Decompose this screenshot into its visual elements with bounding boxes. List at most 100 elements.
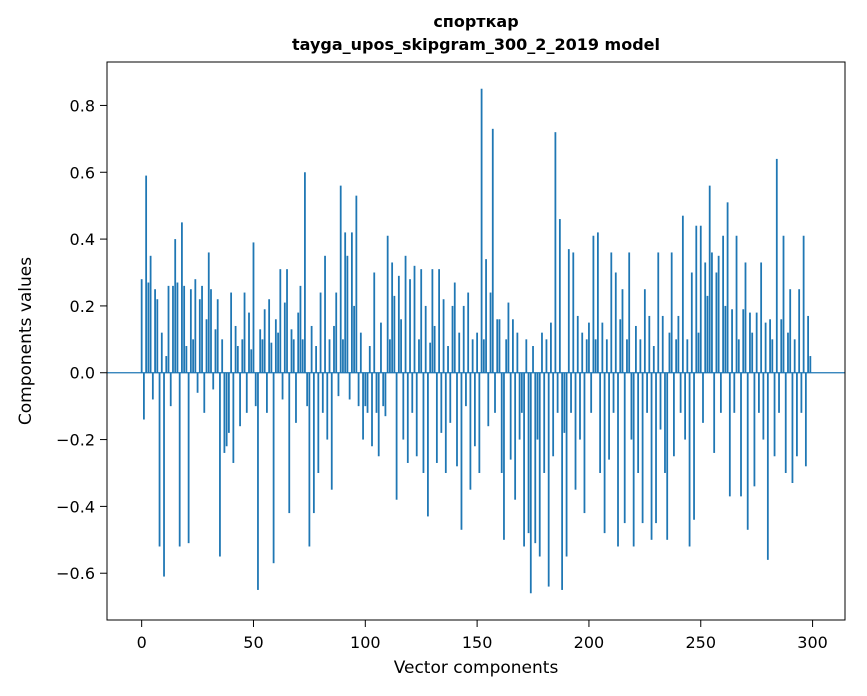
bar	[719, 372, 722, 413]
bar	[400, 319, 402, 373]
bar	[440, 372, 443, 433]
bar	[377, 372, 380, 457]
bar	[321, 372, 324, 413]
bar	[686, 339, 689, 373]
bar	[427, 372, 429, 517]
bar	[404, 255, 407, 373]
y-tick-label: 0.6	[70, 163, 95, 182]
bar	[241, 339, 244, 373]
bar	[690, 272, 693, 373]
bar	[614, 272, 617, 373]
bar	[149, 255, 152, 373]
bar	[509, 372, 512, 460]
bar	[661, 315, 664, 373]
bar	[507, 302, 510, 373]
x-tick-label: 0	[137, 633, 147, 652]
bar	[688, 372, 691, 547]
bar	[257, 372, 259, 590]
bar	[592, 235, 595, 373]
bar	[558, 219, 561, 373]
bar	[471, 339, 474, 373]
bar	[619, 319, 622, 373]
bar	[252, 242, 255, 373]
bar	[621, 289, 624, 373]
bar	[681, 215, 684, 373]
y-tick-label: −0.6	[56, 564, 95, 583]
bar	[187, 372, 190, 544]
bar	[160, 332, 163, 373]
bar	[373, 272, 376, 373]
bar	[328, 339, 331, 373]
bar	[534, 372, 537, 544]
bar	[746, 372, 749, 530]
bar	[706, 295, 709, 373]
chart-title: спорткар tayga_upos_skipgram_300_2_2019 …	[107, 10, 845, 56]
bar	[728, 372, 731, 497]
bar	[695, 225, 698, 373]
bar	[364, 372, 367, 407]
bar	[570, 372, 572, 413]
bar	[268, 299, 271, 373]
bar	[764, 322, 767, 373]
bar	[605, 339, 608, 373]
bar	[368, 346, 371, 373]
bar	[478, 372, 481, 473]
bar	[722, 235, 725, 373]
bar	[583, 372, 586, 514]
bar	[668, 332, 671, 373]
bar	[174, 239, 177, 373]
bar	[380, 322, 382, 373]
bar	[357, 372, 360, 407]
bar	[413, 265, 416, 373]
bar	[802, 235, 805, 373]
bar	[214, 329, 217, 373]
bar	[223, 372, 226, 453]
bar	[518, 372, 521, 440]
bar	[286, 269, 288, 373]
bar	[556, 372, 559, 413]
bar	[261, 339, 264, 373]
bar	[424, 305, 427, 373]
bar	[154, 289, 156, 373]
bar	[473, 372, 476, 447]
bar	[362, 372, 364, 440]
bar	[449, 372, 452, 423]
bar	[476, 332, 479, 373]
bar	[310, 325, 313, 373]
bar	[793, 339, 796, 373]
x-tick-label: 300	[797, 633, 828, 652]
bar	[272, 372, 275, 564]
bar	[749, 312, 751, 373]
bar	[804, 372, 807, 467]
bar	[800, 372, 803, 413]
bar	[594, 339, 597, 373]
bar	[498, 319, 501, 373]
bar	[431, 269, 434, 373]
bar	[677, 315, 680, 373]
bar	[456, 372, 458, 467]
bar	[664, 372, 666, 473]
bar	[183, 285, 186, 373]
bar	[337, 372, 340, 397]
bar	[737, 339, 740, 373]
y-tick-label: −0.2	[56, 431, 95, 450]
bar	[708, 185, 711, 373]
bar	[355, 195, 358, 373]
bar	[547, 372, 550, 587]
bar	[487, 372, 490, 427]
bar	[196, 372, 199, 393]
bar	[572, 252, 575, 373]
bar	[561, 372, 563, 590]
bar	[715, 272, 718, 373]
bar	[339, 185, 342, 373]
bar	[181, 222, 183, 373]
bar	[628, 252, 631, 373]
bar	[576, 315, 579, 373]
bar	[523, 372, 525, 547]
x-tick-label: 100	[350, 633, 381, 652]
bar	[623, 372, 626, 524]
bar	[648, 315, 651, 373]
bar	[335, 292, 338, 373]
bar	[277, 332, 279, 373]
